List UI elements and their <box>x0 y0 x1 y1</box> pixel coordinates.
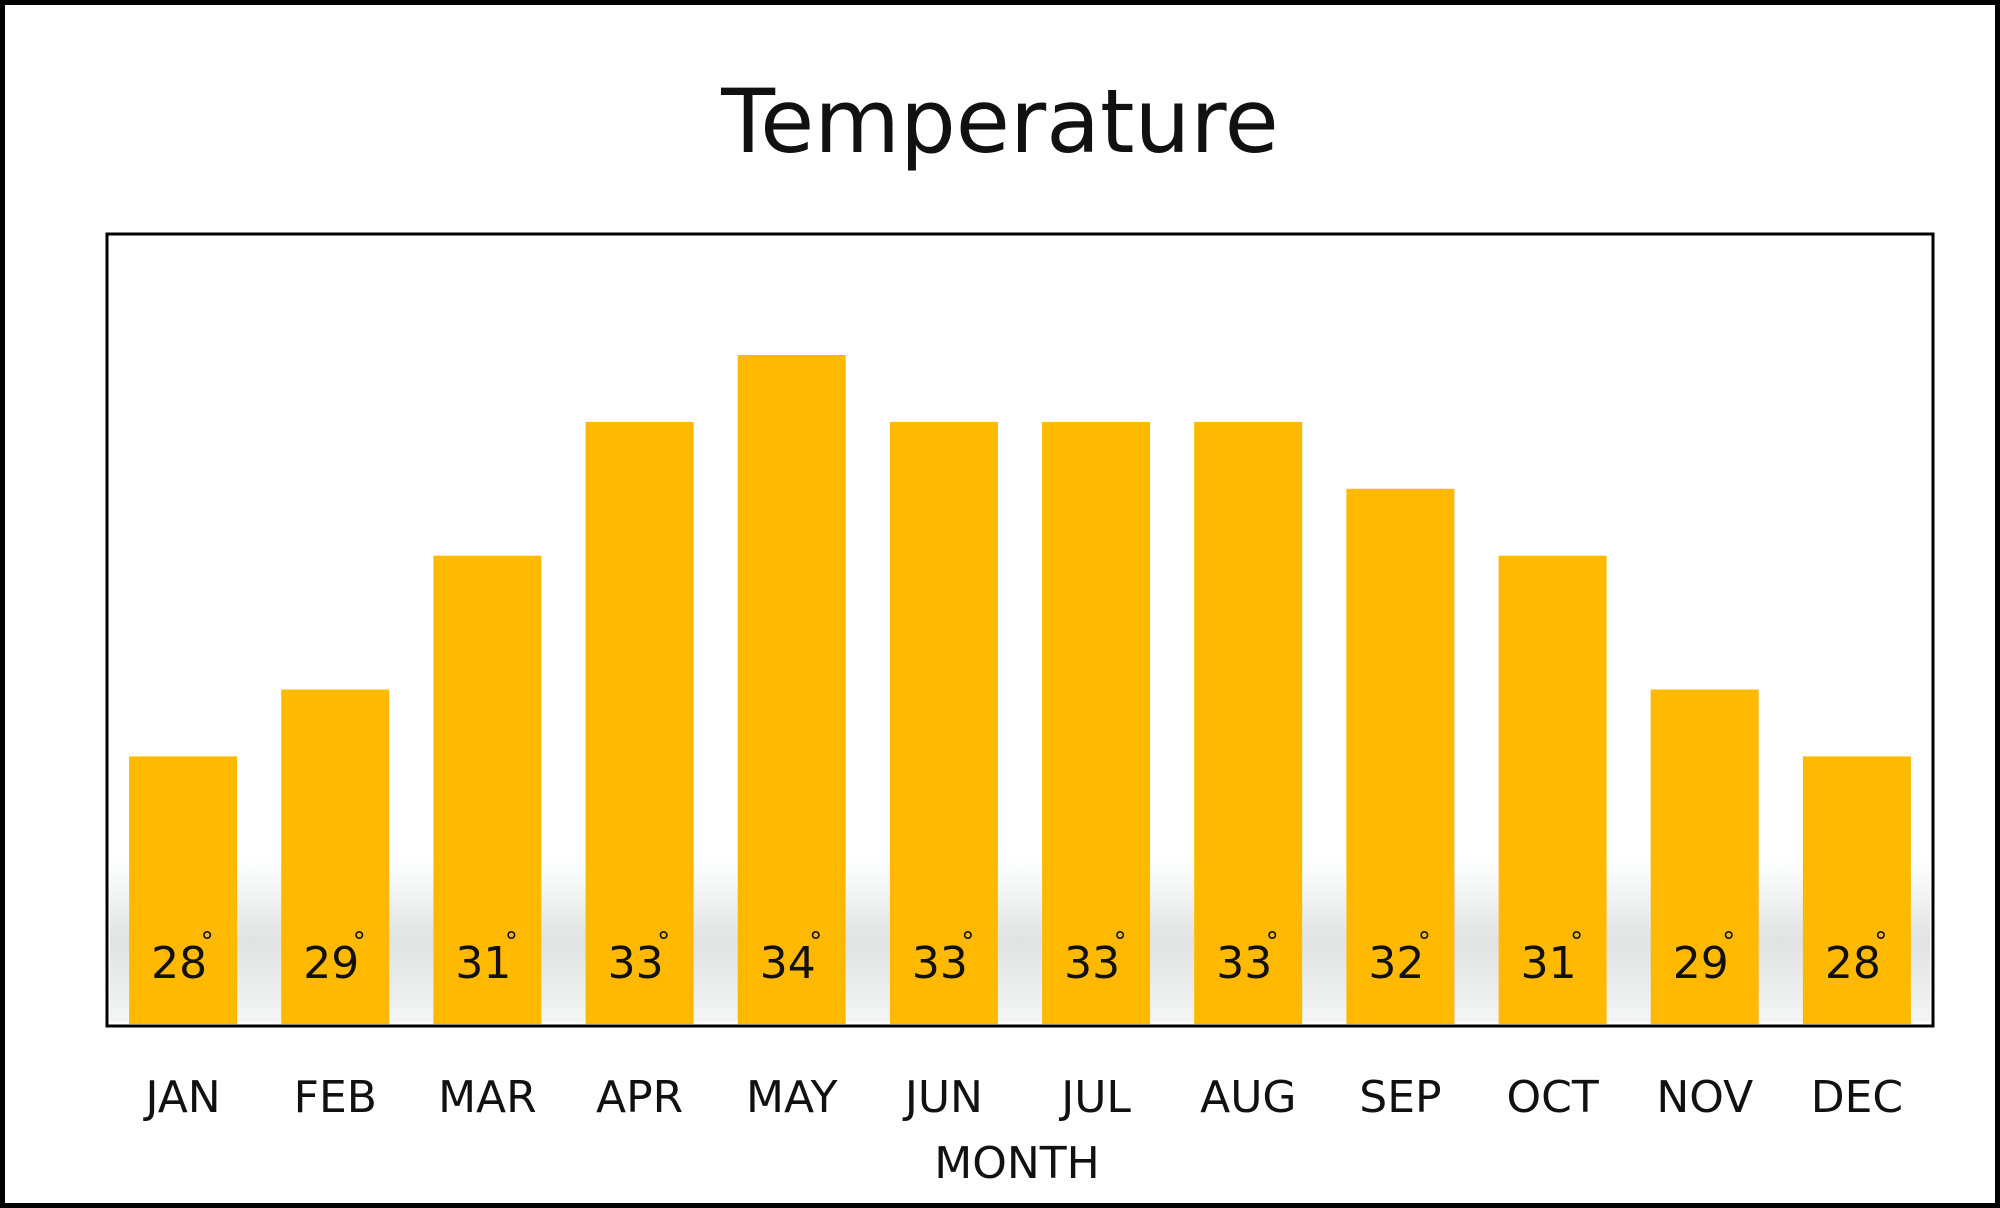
bar-aug <box>1194 421 1303 1024</box>
data-label-dec: 28 <box>1825 938 1881 989</box>
x-tick-aug: AUG <box>1200 1072 1296 1123</box>
x-tick-jul: JUL <box>1058 1072 1131 1123</box>
bar-jul <box>1042 421 1151 1024</box>
bar-mar <box>433 555 542 1024</box>
data-label-jul: 33 <box>1064 938 1120 989</box>
data-label-oct: 31 <box>1521 938 1577 989</box>
bar-apr <box>585 421 694 1024</box>
degree-symbol-may: ° <box>809 927 822 957</box>
degree-symbol-oct: ° <box>1570 927 1583 957</box>
x-tick-may: MAY <box>746 1072 838 1123</box>
x-tick-feb: FEB <box>294 1072 377 1123</box>
plot-area-shadow <box>110 860 1930 1022</box>
degree-symbol-jun: ° <box>961 927 974 957</box>
data-label-jan: 28 <box>151 938 207 989</box>
x-tick-mar: MAR <box>438 1072 537 1123</box>
x-tick-labels: JAN FEB MAR APR MAY JUN JUL AUG SEP OCT NOV DEC <box>142 1072 1903 1123</box>
bar-may <box>737 355 846 1024</box>
degree-symbol-aug: ° <box>1266 927 1279 957</box>
degree-symbol-nov: ° <box>1722 927 1735 957</box>
degree-symbol-jan: ° <box>201 927 214 957</box>
degree-symbol-sep: ° <box>1418 927 1431 957</box>
data-label-jun: 33 <box>912 938 968 989</box>
bar-nov <box>1650 689 1759 1024</box>
chart-title: Temperature <box>720 70 1278 173</box>
x-tick-oct: OCT <box>1506 1072 1598 1123</box>
data-label-sep: 32 <box>1368 938 1424 989</box>
bar-jun <box>889 421 998 1024</box>
degree-symbol-feb: ° <box>353 927 366 957</box>
bar-oct <box>1498 555 1607 1024</box>
degree-symbol-jul: ° <box>1114 927 1127 957</box>
data-label-aug: 33 <box>1216 938 1272 989</box>
x-tick-dec: DEC <box>1811 1072 1903 1123</box>
x-tick-apr: APR <box>596 1072 683 1123</box>
x-axis-label: MONTH <box>934 1138 1099 1189</box>
x-tick-sep: SEP <box>1359 1072 1441 1123</box>
bar-feb <box>281 689 390 1024</box>
plot-area-border <box>105 232 1935 1028</box>
x-tick-jun: JUN <box>902 1072 983 1123</box>
data-label-nov: 29 <box>1673 938 1729 989</box>
data-label-may: 34 <box>760 938 816 989</box>
data-label-mar: 31 <box>455 938 511 989</box>
degree-symbol-mar: ° <box>505 927 518 957</box>
bar-sep <box>1346 488 1455 1024</box>
degree-symbol-dec: ° <box>1874 927 1887 957</box>
degree-symbol-apr: ° <box>657 927 670 957</box>
data-label-apr: 33 <box>608 938 664 989</box>
data-label-feb: 29 <box>303 938 359 989</box>
x-tick-nov: NOV <box>1656 1072 1753 1123</box>
bar-group: 28° 29° 31° 33° 34° 33° 33° 33° 32° 31° 29° 28° <box>129 355 1911 1024</box>
bar-dec <box>1802 756 1911 1024</box>
x-tick-jan: JAN <box>142 1072 220 1123</box>
bar-jan <box>129 756 238 1024</box>
